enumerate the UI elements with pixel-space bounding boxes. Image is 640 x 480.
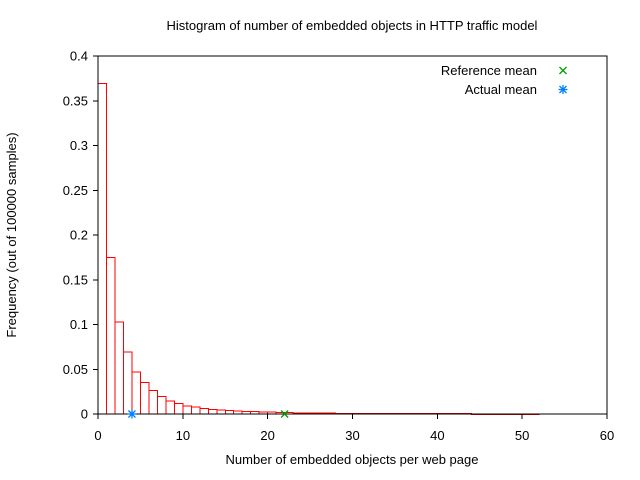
y-tick-label: 0.25 — [63, 183, 88, 198]
legend-marker — [559, 66, 567, 75]
plot-border — [97, 55, 608, 415]
legend-label-reference-mean: Reference mean — [441, 63, 537, 78]
x-axis-label: Number of embedded objects per web page — [226, 452, 479, 467]
y-tick-label: 0.1 — [70, 317, 88, 332]
histogram-bar — [173, 403, 184, 415]
histogram-bar — [207, 408, 218, 415]
histogram-bar — [105, 256, 116, 415]
histogram-bar — [190, 406, 201, 415]
histogram-bar — [131, 371, 141, 415]
x-tick-label: 10 — [176, 428, 190, 443]
x-tick-label: 40 — [430, 428, 444, 443]
histogram-bar — [182, 405, 192, 415]
reference-mean-marker — [280, 410, 289, 418]
x-tick-label: 50 — [515, 428, 529, 443]
x-tick-label: 30 — [345, 428, 359, 443]
histogram-bar — [216, 409, 226, 415]
y-tick-label: 0 — [81, 407, 88, 422]
y-tick-label: 0.2 — [70, 228, 88, 243]
y-tick-label: 0.35 — [63, 93, 88, 108]
y-tick-label: 0.3 — [70, 138, 88, 153]
legend-label-actual-mean: Actual mean — [465, 82, 537, 97]
histogram-bar — [97, 83, 107, 415]
histogram-bar — [165, 400, 175, 415]
histogram-bar — [156, 396, 167, 415]
histogram-bar — [114, 321, 124, 415]
histogram-bar — [148, 390, 158, 415]
histogram-bar — [122, 351, 133, 415]
histogram-bar — [224, 410, 235, 415]
y-tick-label: 0.4 — [70, 49, 88, 64]
histogram-bar — [199, 407, 209, 415]
y-axis-label: Frequency (out of 100000 samples) — [4, 132, 19, 337]
chart-title: Histogram of number of embedded objects … — [167, 18, 538, 33]
y-tick-label: 0.05 — [63, 362, 88, 377]
x-tick-label: 60 — [600, 428, 614, 443]
x-tick-label: 0 — [94, 428, 101, 443]
x-tick-label: 20 — [260, 428, 274, 443]
plot-dynamic-layer: 0 10 20 30 40 50 60 0 0.05 0.1 0.15 0.2 0.25 0.3 0.35 0… — [63, 49, 615, 444]
histogram-bar — [139, 382, 150, 415]
y-tick-label: 0.15 — [63, 272, 88, 287]
